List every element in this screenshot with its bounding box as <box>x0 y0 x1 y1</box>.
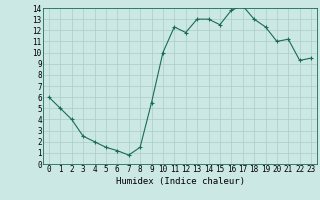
X-axis label: Humidex (Indice chaleur): Humidex (Indice chaleur) <box>116 177 244 186</box>
